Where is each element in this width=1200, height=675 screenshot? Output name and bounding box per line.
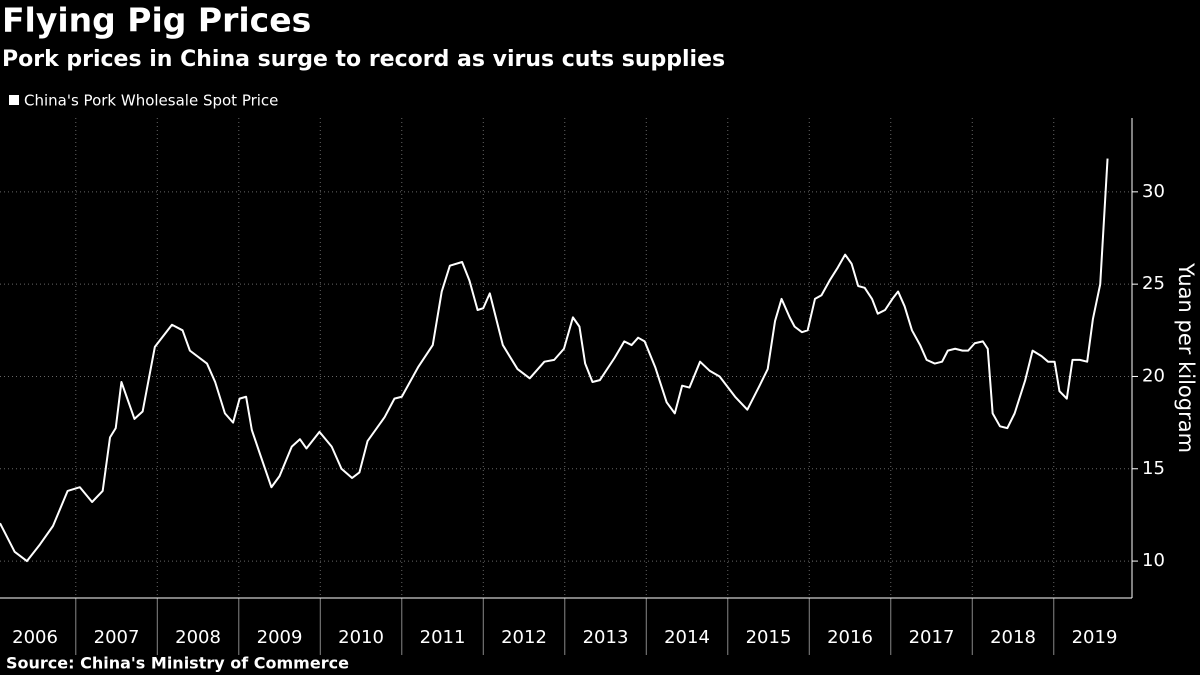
x-tick-label: 2011 bbox=[420, 627, 466, 648]
source: Source: China's Ministry of Commerce bbox=[6, 654, 349, 673]
legend-label: China's Pork Wholesale Spot Price bbox=[24, 92, 278, 110]
x-tick-label: 2019 bbox=[1072, 627, 1118, 648]
y-tick-label: 10 bbox=[1142, 550, 1165, 571]
y-axis-title: Yuan per kilogram bbox=[1174, 262, 1198, 453]
legend-swatch bbox=[9, 95, 19, 105]
x-tick-label: 2015 bbox=[746, 627, 792, 648]
chart-subtitle: Pork prices in China surge to record as … bbox=[2, 47, 725, 72]
y-tick-label: 25 bbox=[1142, 273, 1165, 294]
x-tick-label: 2012 bbox=[501, 627, 547, 648]
x-tick-label: 2014 bbox=[664, 627, 710, 648]
x-tick-label: 2009 bbox=[257, 627, 303, 648]
y-tick-label: 20 bbox=[1142, 365, 1165, 386]
x-tick-label: 2010 bbox=[338, 627, 384, 648]
x-tick-label: 2006 bbox=[12, 627, 58, 648]
x-tick-label: 2007 bbox=[94, 627, 140, 648]
line bbox=[0, 158, 1109, 563]
x-tick-label: 2008 bbox=[175, 627, 221, 648]
x-tick-label: 2018 bbox=[990, 627, 1036, 648]
x-tick-label: 2017 bbox=[909, 627, 955, 648]
x-tick-label: 2016 bbox=[827, 627, 873, 648]
y-tick-label: 15 bbox=[1142, 458, 1165, 479]
x-tick-label: 2013 bbox=[583, 627, 629, 648]
y-tick-label: 30 bbox=[1142, 181, 1165, 202]
chart-title: Flying Pig Prices bbox=[2, 1, 311, 40]
